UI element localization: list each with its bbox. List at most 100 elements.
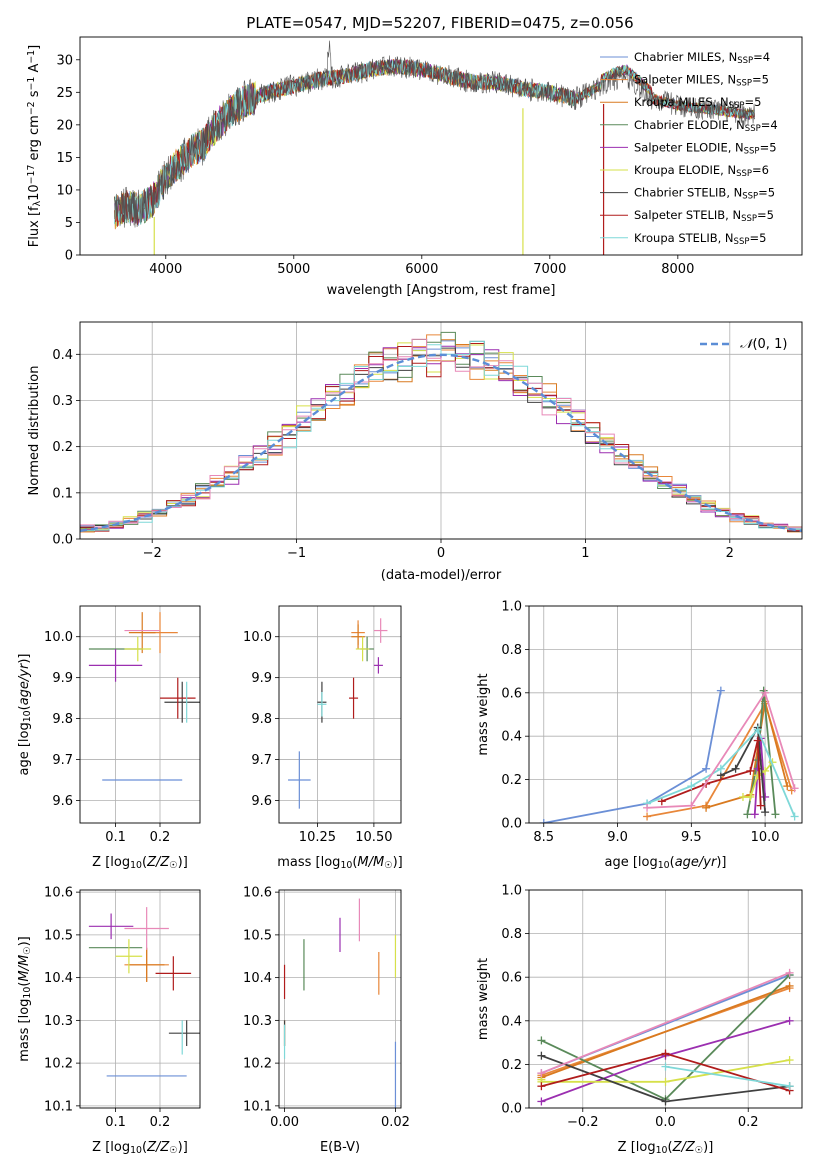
y-tick-label: 9.9	[251, 671, 272, 686]
x-tick-label: 0.1	[105, 830, 126, 845]
axes-frame	[278, 889, 402, 1109]
plot-area	[539, 686, 799, 823]
panel-spectrum: 4000 5000 6000 7000 8000 0 5 10 15 20 25 30 waveleng…	[26, 36, 803, 298]
x-tick-label: 0.00	[270, 1115, 299, 1130]
weight-series	[541, 971, 790, 1074]
panel-mass_vs_Z: 0.1 0.2 10.1 10.2 10.3 10.4 10.5 10.6 Z [log10(Z…	[17, 886, 201, 1156]
weight-series	[705, 701, 789, 809]
plot-area	[88, 907, 200, 1077]
y-tick-label: 10.1	[44, 1099, 73, 1114]
y-axis-label: Flux [fλ10−17 erg cm−2 s−1 A−1]	[26, 45, 43, 247]
y-tick-label: 30	[56, 53, 73, 68]
x-tick-label: 9.5	[681, 830, 702, 845]
y-tick-label: 0.0	[501, 1102, 522, 1117]
weight-series	[665, 1065, 790, 1088]
x-tick-label: 10.0	[751, 830, 780, 845]
legend-entry: 𝒩(0, 1)	[740, 337, 787, 352]
figure-title: PLATE=0547, MJD=52207, FIBERID=0475, z=0…	[246, 14, 633, 32]
y-axis-label: mass [log10(M/M☉)]	[17, 936, 33, 1062]
weight-series	[746, 690, 777, 815]
histogram-step	[80, 340, 802, 532]
y-tick-label: 15	[56, 151, 73, 166]
y-tick-label: 10.5	[44, 928, 73, 943]
x-axis-label: Z [log10(Z/Z☉)]	[618, 1140, 714, 1156]
y-tick-label: 10.6	[44, 886, 73, 901]
gaussian-curve	[80, 353, 802, 533]
x-tick-label: −0.2	[567, 1115, 599, 1130]
y-tick-label: 10.5	[243, 928, 272, 943]
y-tick-label: 0.6	[501, 971, 522, 986]
y-axis-label: mass weight	[476, 958, 491, 1040]
y-tick-label: 10.1	[243, 1099, 272, 1114]
x-axis-label: (data-model)/error	[381, 568, 502, 583]
y-tick-label: 9.6	[52, 794, 73, 809]
y-tick-label: 0.4	[501, 1014, 522, 1029]
panel-residuals: −2 −1 0 1 2 0.0 0.1 0.2 0.3 0.4 (data-model)/error…	[27, 321, 803, 583]
y-tick-label: 9.9	[52, 671, 73, 686]
legend-entry: Salpeter ELODIE, NSSP=5	[634, 140, 777, 156]
y-axis-label: Normed distribution	[27, 366, 42, 496]
y-tick-label: 10.3	[44, 1014, 73, 1029]
y-tick-label: 10.3	[243, 1014, 272, 1029]
y-tick-label: 10.6	[243, 886, 272, 901]
y-tick-label: 10	[56, 183, 73, 198]
weight-series	[647, 690, 796, 809]
x-axis-label: Z [log10(Z/Z☉)]	[92, 1140, 188, 1156]
y-tick-label: 0.2	[52, 440, 73, 455]
panel-age_vs_Z: 0.1 0.2 9.6 9.7 9.8 9.9 10.0 Z [log10(Z/Z☉)] age…	[17, 605, 201, 871]
axes-frame	[79, 889, 201, 1109]
y-tick-label: 0.4	[501, 730, 522, 745]
histogram-step	[80, 338, 802, 528]
legend-entry: Kroupa STELIB, NSSP=5	[634, 231, 766, 247]
legend-entry: Salpeter STELIB, NSSP=5	[634, 208, 774, 224]
x-axis-label: E(B-V)	[320, 1140, 360, 1155]
y-tick-label: 10.4	[44, 971, 73, 986]
y-tick-label: 10.0	[243, 630, 272, 645]
panel-massweight_vs_Z: −0.2 0.0 0.2 0.0 0.2 0.4 0.6 0.8 1.0 Z [log10(Z/Z…	[476, 884, 803, 1156]
x-tick-label: 0.02	[381, 1115, 410, 1130]
x-tick-label: 0	[437, 546, 445, 561]
x-tick-label: 5000	[277, 262, 310, 277]
legend: Chabrier MILES, NSSP=4 Salpeter MILES, NS…	[600, 50, 778, 247]
legend-entry: Kroupa MILES, NSSP=5	[634, 95, 761, 111]
axes-frame	[528, 889, 803, 1109]
panel-mass_vs_EBV: 0.00 0.02 10.1 10.2 10.3 10.4 10.5 10.6 E(B-V)	[243, 886, 410, 1155]
y-tick-label: 0.0	[501, 817, 522, 832]
y-tick-label: 20	[56, 118, 73, 133]
y-tick-label: 10.2	[44, 1057, 73, 1072]
y-tick-label: 0.4	[52, 348, 73, 363]
axes-frame	[79, 321, 803, 540]
y-tick-label: 1.0	[501, 600, 522, 615]
legend-entry: Chabrier ELODIE, NSSP=4	[634, 118, 778, 134]
x-tick-label: 9.0	[607, 830, 628, 845]
x-tick-label: −2	[143, 546, 162, 561]
y-tick-label: 10.4	[243, 971, 272, 986]
x-tick-label: 4000	[149, 262, 182, 277]
axes-frame	[278, 605, 402, 824]
y-axis-label: age [log10(age/yr)]	[17, 653, 33, 775]
x-tick-label: 10.50	[355, 830, 392, 845]
y-tick-label: 10.2	[243, 1057, 272, 1072]
y-tick-label: 1.0	[501, 884, 522, 899]
plot-area	[288, 618, 388, 809]
y-tick-label: 5	[65, 216, 73, 231]
x-tick-label: 2	[726, 546, 734, 561]
x-tick-label: 8.5	[533, 830, 554, 845]
x-tick-label: 0.2	[738, 1115, 759, 1130]
axes-frame	[528, 605, 803, 824]
legend-entry: Salpeter MILES, NSSP=5	[634, 73, 769, 89]
x-tick-label: 7000	[533, 262, 566, 277]
y-tick-label: 0.3	[52, 394, 73, 409]
x-tick-label: 1	[581, 546, 589, 561]
plot-area	[283, 898, 397, 1108]
panel-age_vs_mass: 10.25 10.50 9.6 9.7 9.8 9.9 10.0 mass [log10(M/…	[243, 605, 403, 871]
x-tick-label: 8000	[661, 262, 694, 277]
y-tick-label: 9.7	[251, 753, 272, 768]
x-tick-label: 10.25	[299, 830, 336, 845]
weight-series	[646, 701, 793, 818]
axes-frame	[79, 605, 201, 824]
plot-area	[114, 40, 755, 255]
y-tick-label: 9.6	[251, 794, 272, 809]
y-tick-label: 0.2	[501, 773, 522, 788]
